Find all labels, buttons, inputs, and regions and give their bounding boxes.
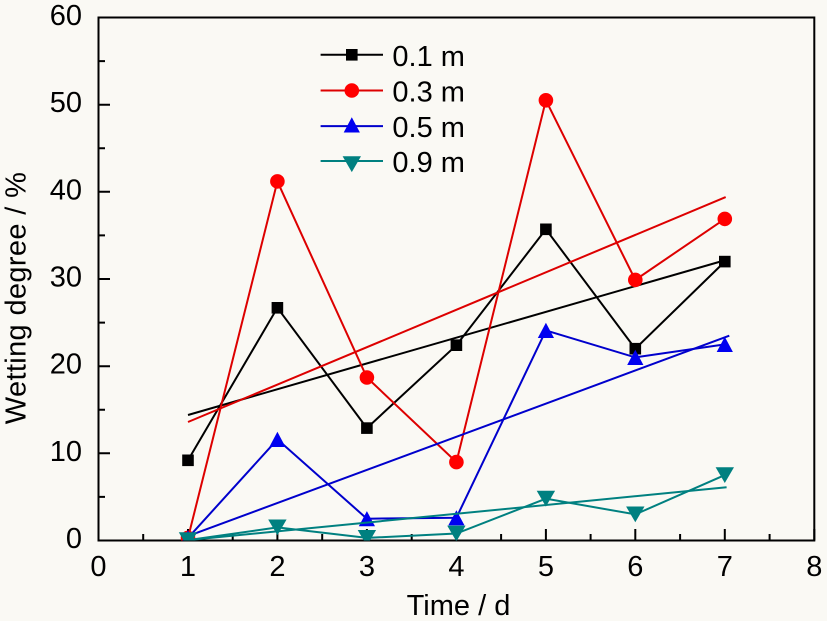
svg-text:20: 20	[50, 349, 82, 381]
svg-text:0.3 m: 0.3 m	[392, 77, 465, 109]
svg-text:3: 3	[359, 551, 375, 583]
svg-text:4: 4	[448, 551, 464, 583]
svg-text:30: 30	[50, 262, 82, 294]
svg-text:7: 7	[717, 551, 733, 583]
svg-text:50: 50	[50, 87, 82, 119]
svg-text:2: 2	[269, 551, 285, 583]
svg-text:0.5 m: 0.5 m	[392, 112, 465, 144]
svg-text:40: 40	[50, 174, 82, 206]
svg-text:8: 8	[806, 551, 822, 583]
svg-text:60: 60	[50, 0, 82, 32]
svg-text:0: 0	[66, 523, 82, 555]
svg-text:10: 10	[50, 436, 82, 468]
svg-text:1: 1	[180, 551, 196, 583]
svg-text:6: 6	[627, 551, 643, 583]
svg-text:Time / d: Time / d	[407, 590, 511, 621]
svg-text:0.1 m: 0.1 m	[392, 41, 465, 73]
svg-text:0.9 m: 0.9 m	[392, 147, 465, 179]
svg-text:Wetting degree / %: Wetting degree / %	[1, 172, 33, 424]
svg-text:5: 5	[538, 551, 554, 583]
svg-text:0: 0	[90, 551, 106, 583]
